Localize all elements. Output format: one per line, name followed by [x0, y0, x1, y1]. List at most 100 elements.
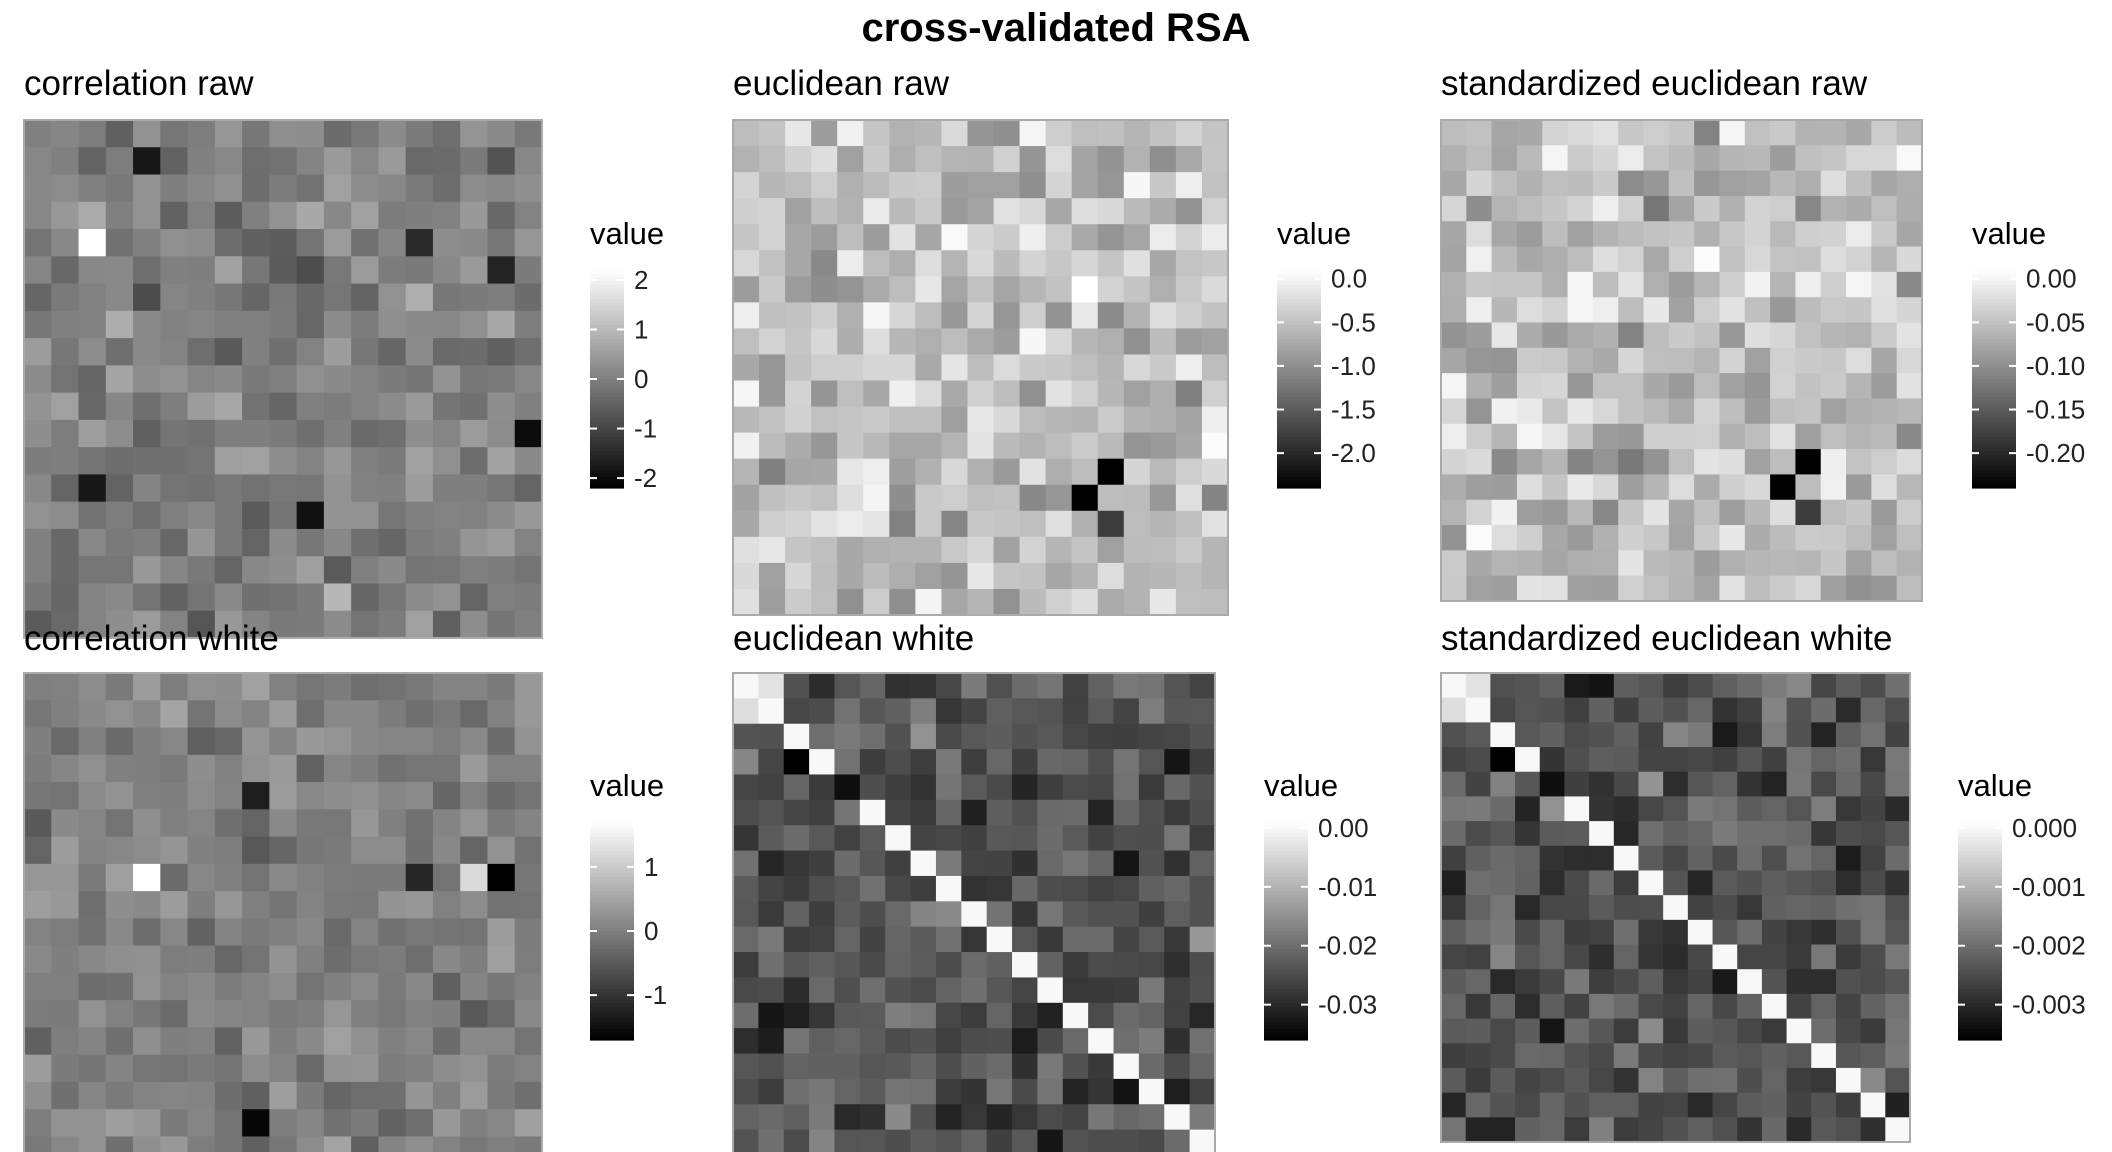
heatmap-cell	[432, 392, 461, 421]
legend-colorbar	[1972, 466, 2016, 471]
heatmap-cell	[51, 392, 80, 421]
heatmap-cell	[1761, 722, 1788, 748]
heatmap-cell	[785, 172, 812, 199]
heatmap-cell	[1786, 796, 1812, 822]
heatmap-cell	[1786, 771, 1812, 798]
heatmap-cell	[1491, 170, 1518, 197]
heatmap-cell	[889, 458, 916, 486]
legend-colorbar	[1277, 429, 1321, 435]
heatmap-cell	[993, 302, 1021, 330]
legend-colorbar	[590, 295, 624, 300]
heatmap-cell	[214, 474, 243, 503]
heatmap-cell	[1638, 821, 1664, 847]
legend-colorbar	[1277, 339, 1321, 344]
heatmap-cell	[323, 836, 352, 865]
heatmap-cell	[105, 891, 134, 919]
heatmap-cell	[993, 328, 1021, 356]
heatmap-cell	[323, 1000, 352, 1029]
heatmap-cell	[809, 1002, 836, 1029]
heatmap-cell	[1564, 1117, 1590, 1143]
heatmap-cell	[133, 1109, 161, 1138]
heatmap-cell	[1113, 749, 1140, 776]
heatmap-cell	[351, 1000, 380, 1029]
heatmap-cell	[1687, 796, 1714, 822]
heatmap-cell	[1019, 536, 1047, 564]
legend-colorbar	[1264, 992, 1308, 997]
heatmap-cell	[1618, 246, 1645, 273]
heatmap-cell	[1618, 525, 1645, 551]
heatmap-cell	[1123, 380, 1151, 408]
heatmap-cell	[1871, 525, 1898, 551]
heatmap-cell	[160, 583, 189, 612]
heatmap-cell	[915, 276, 943, 303]
heatmap-cell	[432, 700, 461, 729]
heatmap-cell	[1712, 722, 1738, 748]
heatmap-cell	[105, 365, 134, 394]
legend-tick-label: -0.002	[2012, 931, 2086, 961]
heatmap-cell	[323, 283, 352, 312]
heatmap-cell	[78, 419, 107, 448]
heatmap-cell	[935, 1002, 962, 1029]
heatmap-cell	[187, 891, 216, 919]
heatmap-cell	[1037, 875, 1064, 902]
heatmap-cell	[1811, 870, 1837, 896]
heatmap-cell	[24, 1109, 52, 1138]
heatmap-cell	[967, 406, 995, 434]
heatmap-cell	[986, 977, 1013, 1004]
heatmap-cell	[859, 825, 886, 852]
heatmap-cell	[889, 224, 916, 251]
heatmap-cell	[1515, 796, 1541, 822]
heatmap-cell	[1786, 673, 1812, 699]
heatmap-cell	[105, 610, 134, 639]
legend-colorbar	[590, 974, 634, 979]
heatmap-cell	[105, 754, 134, 783]
heatmap-cell	[323, 528, 352, 557]
heatmap-cell	[105, 392, 134, 421]
heatmap-cell	[1663, 673, 1689, 699]
heatmap-cell	[351, 1081, 380, 1110]
heatmap-cell	[1567, 170, 1594, 197]
legend-colorbar	[590, 872, 634, 878]
heatmap-cell	[51, 918, 80, 947]
heatmap-cell	[1123, 276, 1151, 303]
heatmap-cell	[78, 836, 107, 865]
heatmap-cell	[758, 825, 785, 852]
heatmap-cell	[78, 174, 107, 203]
heatmap-cell	[1820, 550, 1847, 577]
legend-colorbar	[1972, 462, 2016, 467]
heatmap-cell	[269, 201, 298, 230]
heatmap-cell	[759, 406, 786, 434]
heatmap-cell	[1019, 224, 1047, 251]
heatmap-cell	[834, 799, 861, 826]
heatmap-cell	[1071, 484, 1099, 512]
heatmap-cell	[1770, 120, 1797, 146]
heatmap-cell	[1490, 1117, 1516, 1143]
heatmap-cell	[323, 700, 352, 729]
heatmap-cell	[1071, 458, 1099, 486]
legend-colorbar	[1277, 306, 1321, 311]
heatmap-cell	[1613, 969, 1640, 995]
heatmap-cell	[1618, 322, 1645, 349]
heatmap-cell	[1516, 423, 1543, 450]
heatmap-cell	[187, 1109, 216, 1138]
heatmap-cell	[323, 782, 352, 810]
legend-colorbar	[1958, 974, 2002, 979]
heatmap-cell	[214, 972, 243, 1001]
legend-colorbar	[590, 945, 634, 950]
heatmap-cell	[1441, 550, 1467, 577]
heatmap-cell	[1542, 373, 1569, 400]
heatmap-cell	[1663, 993, 1689, 1020]
heatmap-cell	[242, 700, 270, 729]
heatmap-cell	[1441, 673, 1467, 699]
heatmap-cell	[1860, 1067, 1886, 1094]
heatmap-cell	[1846, 449, 1872, 476]
heatmap-cell	[1138, 875, 1165, 902]
heatmap-cell	[1589, 944, 1615, 970]
legend-colorbar	[590, 829, 634, 834]
legend-colorbar	[1277, 433, 1321, 438]
heatmap-cell	[78, 229, 107, 257]
heatmap-cell	[242, 1054, 270, 1083]
heatmap-cell	[811, 276, 838, 303]
heatmap-cell	[1663, 1092, 1689, 1118]
heatmap-cell	[859, 952, 886, 979]
